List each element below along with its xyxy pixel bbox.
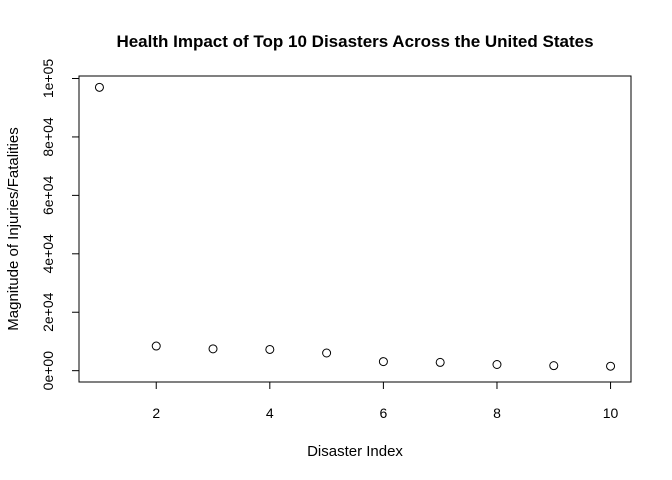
data-point — [606, 361, 616, 371]
plot-area — [78, 75, 632, 383]
x-axis: 2 4 6 8 10 — [152, 381, 619, 421]
y-tick-label: 6e+04 — [40, 176, 56, 216]
x-tick-label: 6 — [379, 405, 387, 421]
chart-title: Health Impact of Top 10 Disasters Across… — [116, 32, 593, 51]
x-tick-label: 10 — [603, 405, 619, 421]
data-point — [322, 348, 332, 358]
y-axis: 0e+00 2e+04 4e+04 6e+04 8e+04 1e+05 — [40, 59, 80, 391]
x-tick-label: 2 — [152, 405, 160, 421]
data-point — [151, 341, 161, 351]
y-tick-label: 1e+05 — [40, 59, 56, 99]
x-tick-label: 4 — [266, 405, 274, 421]
data-points — [94, 82, 616, 371]
x-axis-label: Disaster Index — [307, 443, 403, 460]
data-point — [549, 361, 559, 371]
data-point — [492, 359, 502, 369]
y-tick-label: 0e+00 — [40, 351, 56, 391]
data-point — [208, 344, 218, 354]
y-axis-label: Magnitude of Injuries/Fatalities — [5, 127, 22, 330]
y-tick-label: 4e+04 — [40, 234, 56, 274]
data-point — [265, 344, 275, 354]
y-tick-label: 2e+04 — [40, 292, 56, 332]
data-point — [435, 357, 445, 367]
y-tick-label: 8e+04 — [40, 117, 56, 157]
data-point — [378, 357, 388, 367]
x-tick-label: 8 — [493, 405, 501, 421]
data-point — [94, 82, 104, 92]
